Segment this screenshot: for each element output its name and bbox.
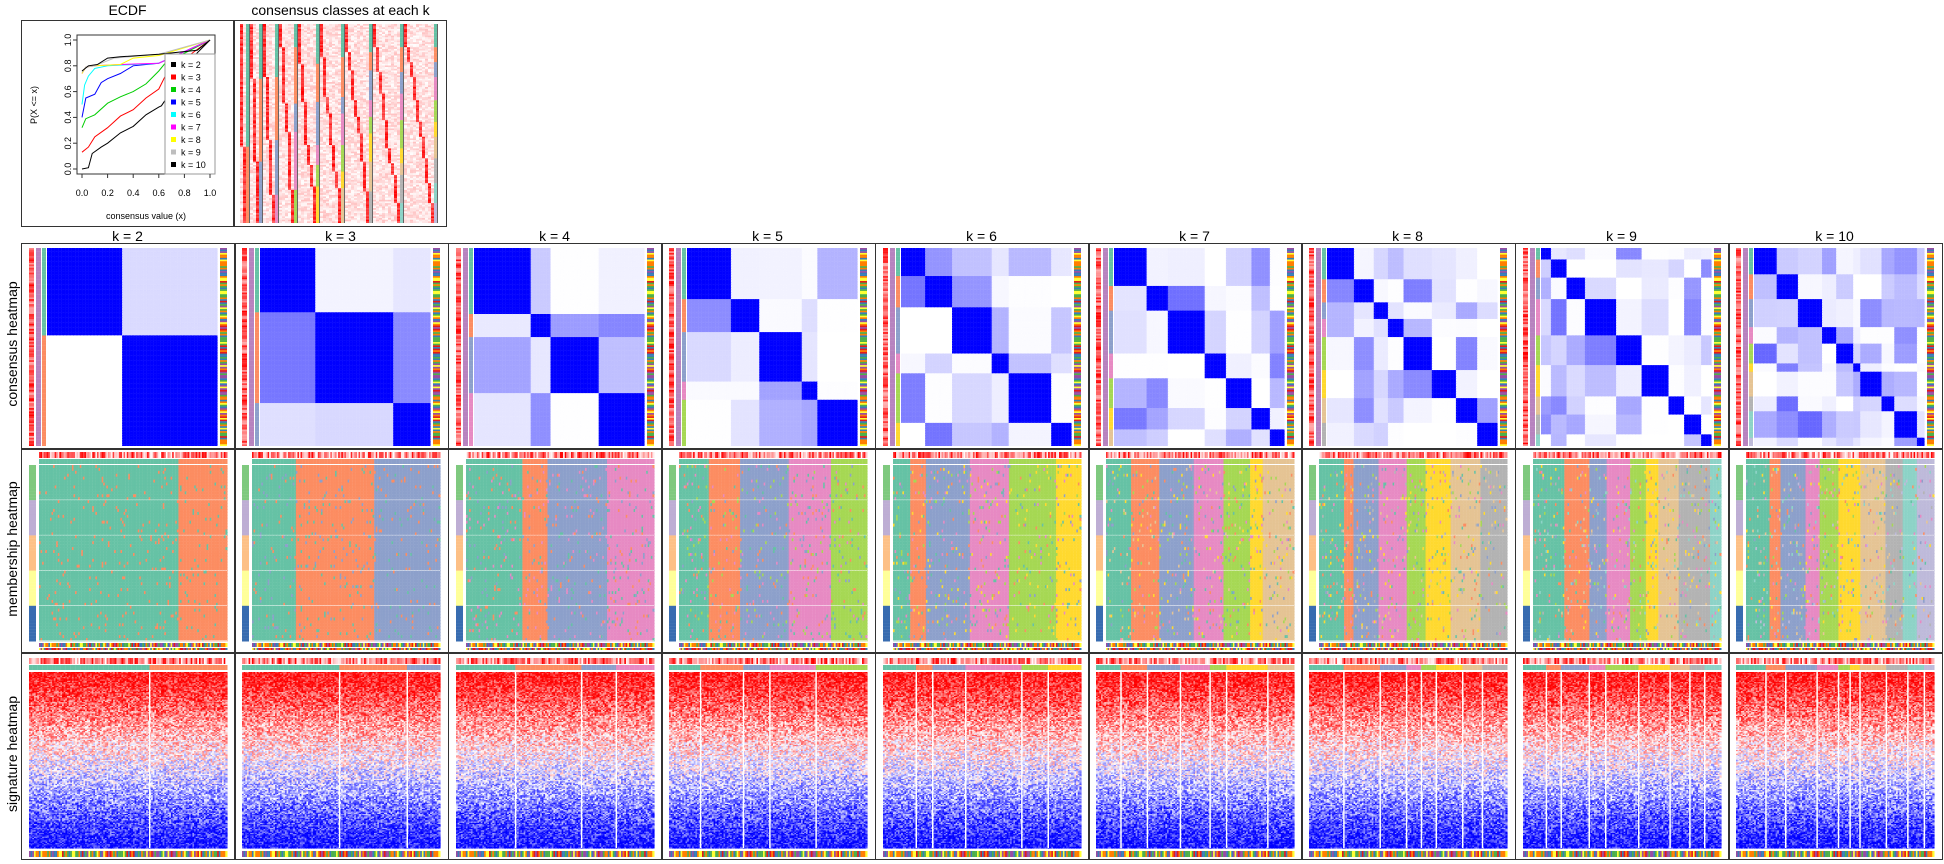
consensus-classes-heatmap — [240, 24, 440, 223]
k-title: k = 7 — [1179, 228, 1210, 244]
signature-heatmap — [240, 658, 442, 857]
membership-panel — [875, 448, 1090, 654]
membership-panel — [21, 448, 236, 654]
k-title: k = 5 — [752, 228, 783, 244]
consensus-panel — [21, 243, 236, 450]
consensus-heatmap — [1307, 248, 1509, 446]
consensus-panel — [1728, 243, 1943, 450]
ecdf-panel — [21, 20, 235, 227]
legend-swatch — [171, 74, 176, 80]
consensus-classes-panel — [233, 20, 447, 227]
k-title: k = 3 — [325, 228, 356, 244]
signature-heatmap — [27, 658, 229, 857]
y-tick-label: 0.8 — [63, 60, 73, 73]
legend-label: k = 8 — [181, 135, 201, 145]
y-tick-label: 0.0 — [63, 163, 73, 176]
legend-swatch — [171, 124, 176, 130]
legend-label: k = 10 — [181, 160, 206, 170]
signature-heatmap — [1307, 658, 1509, 857]
y-tick-label: 1.0 — [63, 34, 73, 47]
legend-label: k = 7 — [181, 123, 201, 133]
legend-label: k = 3 — [181, 73, 201, 83]
k-title: k = 6 — [966, 228, 997, 244]
x-tick-label: 0.8 — [178, 188, 191, 198]
signature-heatmap — [454, 658, 656, 857]
legend-label: k = 6 — [181, 110, 201, 120]
legend-swatch — [171, 137, 176, 142]
consensus-heatmap — [1734, 248, 1936, 446]
consensus-panel — [448, 243, 663, 450]
legend-swatch — [171, 87, 176, 92]
y-tick-label: 0.6 — [63, 85, 73, 98]
legend-swatch — [171, 149, 176, 155]
consensus-heatmap — [240, 248, 442, 446]
consensus-panel — [1515, 243, 1730, 450]
membership-panel — [1728, 448, 1943, 654]
x-tick-label: 0.0 — [76, 188, 89, 198]
x-tick-label: 0.6 — [153, 188, 166, 198]
row-label-membership: membership heatmap — [4, 481, 20, 617]
signature-heatmap — [1094, 658, 1296, 857]
membership-heatmap — [1094, 452, 1296, 650]
membership-panel — [448, 448, 663, 654]
consensus-panel — [1088, 243, 1303, 450]
signature-panel — [1515, 652, 1730, 860]
membership-panel — [1088, 448, 1303, 654]
legend-label: k = 2 — [181, 60, 201, 70]
legend-label: k = 4 — [181, 85, 201, 95]
membership-heatmap — [1307, 452, 1509, 650]
membership-heatmap — [667, 452, 869, 650]
signature-panel — [1728, 652, 1943, 860]
consensus-panel — [875, 243, 1090, 450]
membership-panel — [1515, 448, 1730, 654]
membership-heatmap — [27, 452, 229, 650]
legend-swatch — [171, 62, 176, 67]
k-title: k = 2 — [112, 228, 143, 244]
ecdf-line-k4 — [81, 39, 211, 128]
membership-heatmap — [1521, 452, 1723, 650]
row-label-consensus: consensus heatmap — [4, 281, 20, 407]
legend-swatch — [171, 162, 176, 167]
consensus-heatmap — [1094, 248, 1296, 446]
signature-panel — [21, 652, 236, 860]
consensus-heatmap — [667, 248, 869, 446]
signature-panel — [875, 652, 1090, 860]
membership-heatmap — [240, 452, 442, 650]
x-tick-label: 0.2 — [101, 188, 114, 198]
legend-label: k = 9 — [181, 148, 201, 158]
k-title: k = 10 — [1815, 228, 1854, 244]
signature-heatmap — [1521, 658, 1723, 857]
consensus-heatmap — [454, 248, 656, 446]
ecdf-title: ECDF — [108, 2, 147, 18]
consensus-heatmap — [27, 248, 229, 446]
signature-heatmap — [881, 658, 1083, 857]
y-tick-label: 0.4 — [63, 111, 73, 124]
legend-swatch — [171, 112, 176, 117]
consensus-heatmap — [1521, 248, 1723, 446]
k-title: k = 8 — [1392, 228, 1423, 244]
consensus-heatmap — [881, 248, 1083, 446]
signature-heatmap — [1734, 658, 1936, 857]
x-tick-label: 1.0 — [204, 188, 217, 198]
k-title: k = 9 — [1606, 228, 1637, 244]
row-label-signature: signature heatmap — [4, 696, 20, 812]
ecdf-line-k10 — [81, 39, 211, 72]
signature-heatmap — [667, 658, 869, 857]
y-axis-label: P(X <= x) — [29, 86, 39, 124]
membership-heatmap — [1734, 452, 1936, 650]
signature-panel — [448, 652, 663, 860]
legend-swatch — [171, 99, 176, 105]
signature-panel — [1088, 652, 1303, 860]
legend-label: k = 5 — [181, 98, 201, 108]
membership-heatmap — [454, 452, 656, 650]
y-tick-label: 0.2 — [63, 137, 73, 150]
x-axis-label: consensus value (x) — [106, 211, 186, 221]
classes-title: consensus classes at each k — [251, 2, 430, 18]
membership-heatmap — [881, 452, 1083, 650]
x-tick-label: 0.4 — [127, 188, 140, 198]
k-title: k = 4 — [539, 228, 570, 244]
ecdf-chart: k = 2 k = 3 k = 4 k = 5 k = 6 k = 7 k = 8 k = 9… — [29, 34, 217, 221]
